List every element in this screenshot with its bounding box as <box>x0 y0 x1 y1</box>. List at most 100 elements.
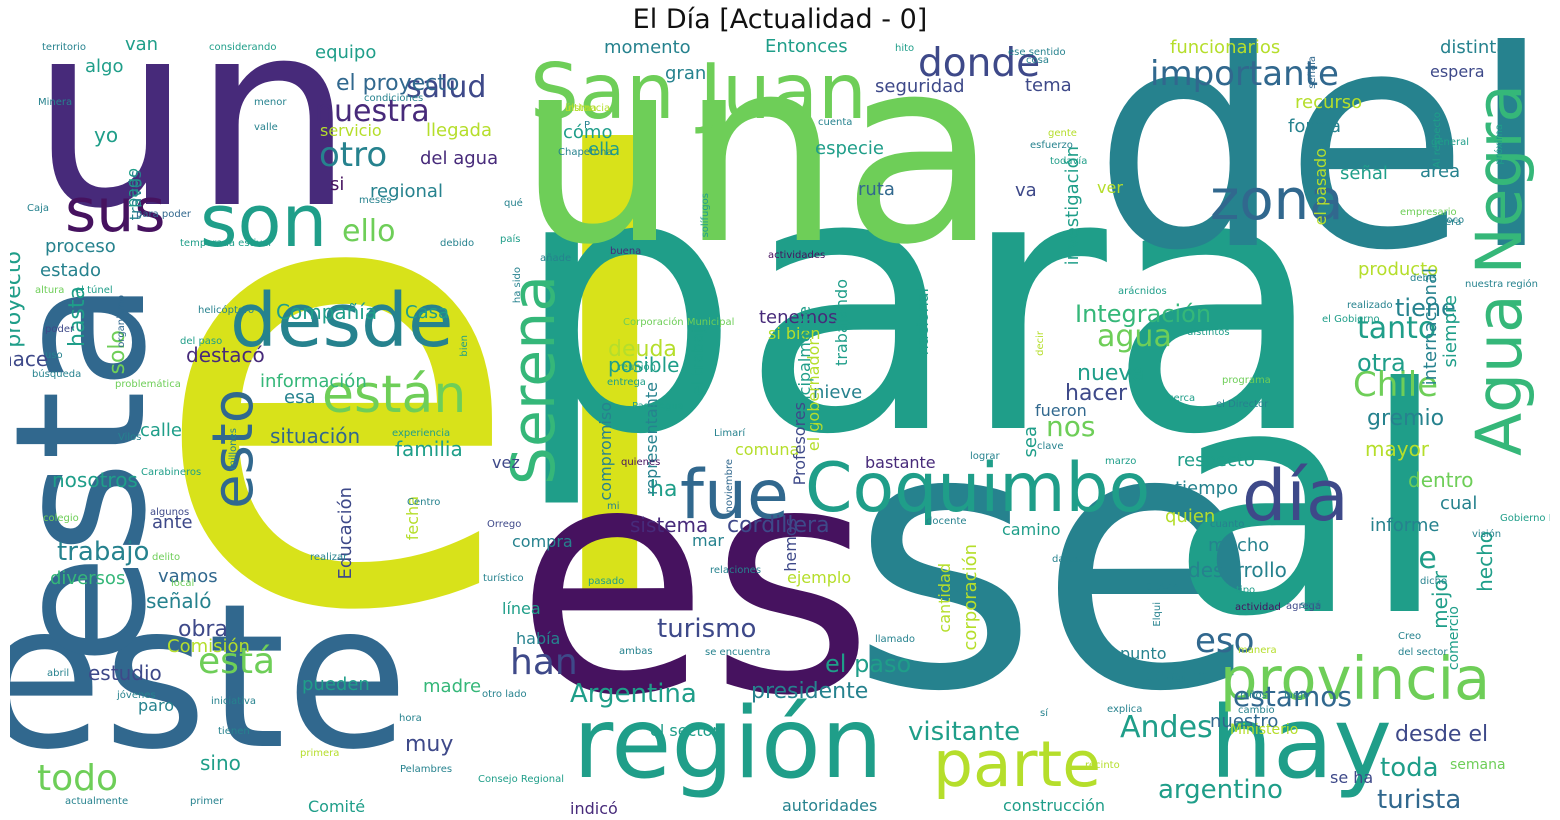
word-busqueda: búsqueda <box>32 369 82 380</box>
word-madre: madre <box>423 676 482 697</box>
word-pais: país <box>500 234 521 245</box>
word-posible: posible <box>608 353 680 377</box>
word-tiene: tiene <box>1395 294 1456 322</box>
word-vamos: vamos <box>158 566 218 587</box>
word-si: sí <box>1040 708 1048 719</box>
word-del-paso: del paso <box>180 336 223 347</box>
word-mayor: mayor <box>1365 437 1430 461</box>
word-manera: manera <box>1238 645 1277 656</box>
word-gerente: gerente <box>1145 666 1208 685</box>
word-ese-sentido: ese sentido <box>1008 47 1066 58</box>
word-si-bien: si bien <box>768 324 821 343</box>
word-chile: Chile <box>1353 365 1439 405</box>
word-calle: calle <box>140 420 183 441</box>
word-buena: buena <box>610 246 642 257</box>
word-solifugos: solífugos <box>700 193 711 238</box>
word-el-gobierno: el Gobierno <box>1322 314 1380 325</box>
word-relaciones: relaciones <box>710 565 762 576</box>
word-san-juan: San Juan <box>530 48 867 137</box>
word-respecto: respecto <box>1177 450 1255 471</box>
word-profesores: Profesores <box>790 402 809 486</box>
word-debe: debe <box>1410 273 1435 284</box>
word-argentina: Argentina <box>570 679 697 709</box>
word-se-ha: se ha <box>1330 768 1374 787</box>
word-elqui: Elqui <box>1152 602 1163 627</box>
word-nueva: nueva <box>1077 361 1145 386</box>
word-docente: docente <box>926 516 967 527</box>
word-familia: familia <box>395 437 463 461</box>
word-colegio: colegio <box>43 513 79 524</box>
word-andes: Andes <box>1120 710 1213 745</box>
word-presidente: presidente <box>751 679 869 704</box>
word-gran: gran <box>665 63 707 84</box>
word-hemos: hemos <box>781 518 800 572</box>
word-distintos: distintos <box>1187 327 1230 338</box>
word-cambio: cambio <box>1238 705 1275 716</box>
word-dia: día <box>1242 455 1349 537</box>
word-comision: Comisión <box>167 636 250 657</box>
word-zona: zona <box>1210 168 1344 233</box>
word-millones: millones <box>228 428 239 470</box>
word-nos: nos <box>1046 410 1096 443</box>
word-cual: cual <box>1440 493 1478 514</box>
word-proxima: próxima <box>1494 124 1505 165</box>
word-pasado: pasado <box>588 576 625 587</box>
word-area: área <box>1420 161 1461 182</box>
word-equipo: equipo <box>315 42 377 63</box>
word-fueron: fueron <box>1035 401 1087 420</box>
word-representante: representante <box>642 382 661 495</box>
word-proyecto: proyecto <box>10 251 26 348</box>
word-quien: quien <box>1165 506 1216 527</box>
word-dentro: dentro <box>1408 468 1474 492</box>
word-son: son <box>200 179 328 263</box>
word-realizar: realizar <box>310 552 348 563</box>
word-senalo: señaló <box>146 589 212 613</box>
word-diversos: diversos <box>50 568 126 589</box>
word-experiencia: experiencia <box>392 428 451 439</box>
word-linea: línea <box>502 599 541 618</box>
word-casa: Casa <box>405 302 450 323</box>
word-primera: primera <box>300 748 340 759</box>
word-tenemos: tenemos <box>759 307 838 328</box>
word-sino: sino <box>200 751 241 775</box>
word-informacion: información <box>260 371 367 392</box>
word-semana: semana <box>1450 757 1506 773</box>
word-al-respecto: Al respecto <box>1432 112 1443 169</box>
word-paro: paro <box>138 696 174 715</box>
word-estamos: estamos <box>1233 680 1352 713</box>
word-paso-agua: Paso Agua <box>632 401 684 412</box>
word-informe: informe <box>1370 515 1440 536</box>
word-el-trabajo: el trabajo <box>688 319 707 396</box>
word-instancia: instancia <box>565 103 611 114</box>
word-tipo: tipo <box>1236 585 1256 596</box>
word-importante: importante <box>1150 54 1339 94</box>
word-mi: mi <box>607 501 620 512</box>
word-tanto: tanto <box>1357 311 1437 346</box>
word-donde: donde <box>918 41 1041 86</box>
word-actualmente: actualmente <box>65 796 129 807</box>
word-ver: ver <box>1097 178 1123 197</box>
word-el-sector: el sector <box>650 721 719 740</box>
word-eso: eso <box>1195 621 1255 661</box>
word-parte: parte <box>933 728 1101 801</box>
word-uso: uso <box>45 350 63 361</box>
word-helicoptero: helicóptero <box>198 305 255 316</box>
word-destaco: destacó <box>186 343 265 367</box>
word-hito: hito <box>895 43 915 54</box>
word-hecho: hecho <box>1473 531 1497 592</box>
word-consejo-regional: Consejo Regional <box>478 774 565 785</box>
word-seguridad: seguridad <box>875 76 965 97</box>
word-turistico: turístico <box>483 573 524 584</box>
word-una: una <box>517 38 999 301</box>
word-temporada-estival: temporada estival <box>180 238 272 249</box>
word-creo: Creo <box>1398 631 1422 642</box>
word-el-paso: el paso <box>825 650 912 678</box>
word-alguna: alguna <box>922 576 984 597</box>
word-bastante: bastante <box>865 453 936 472</box>
word-largo: largo <box>1284 690 1310 701</box>
word-lograr: lograr <box>970 451 1000 462</box>
word-agua: agua <box>1097 319 1172 354</box>
chart-title: El Día [Actualidad - 0] <box>632 4 928 35</box>
word-nosotros: nosotros <box>52 468 138 492</box>
word-cerca: cerca <box>1168 393 1196 404</box>
